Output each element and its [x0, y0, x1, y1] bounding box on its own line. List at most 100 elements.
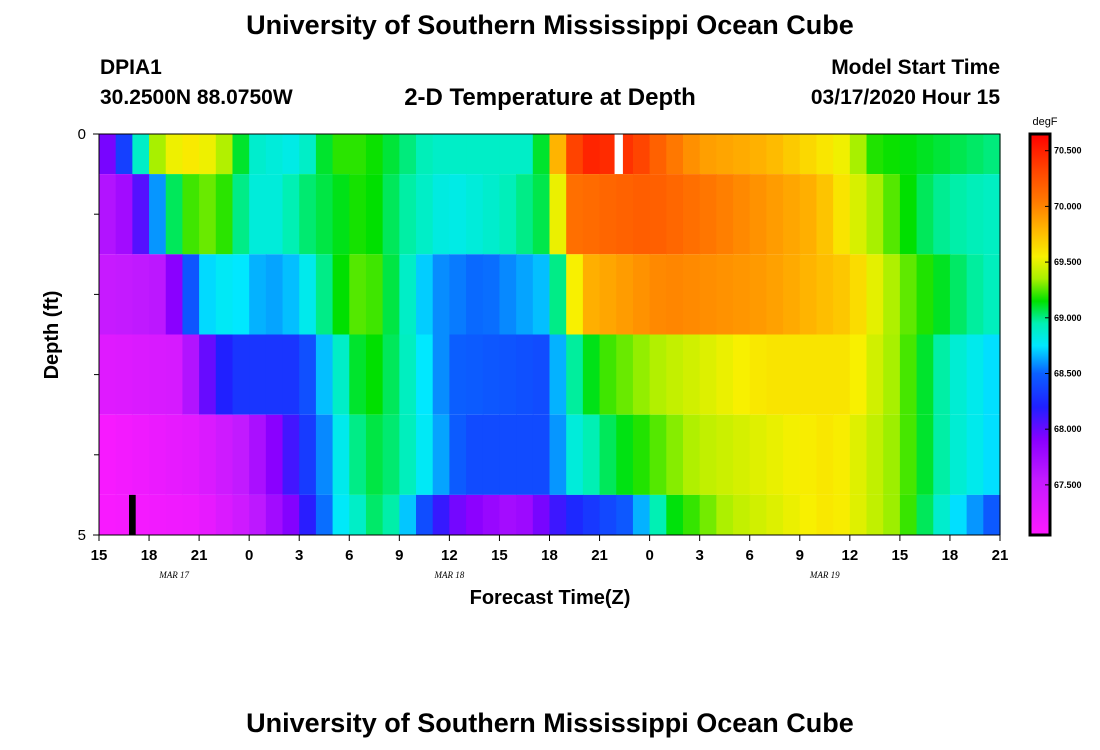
heatmap-cell	[666, 334, 684, 415]
heatmap-cell	[199, 254, 217, 335]
heatmap-cell	[299, 414, 317, 495]
missing-data-cell	[129, 494, 136, 535]
heatmap-cell	[449, 334, 467, 415]
heatmap-cell	[933, 414, 951, 495]
station-coordinates: 30.2500N 88.0750W	[100, 86, 293, 109]
x-tick-label: 12	[441, 547, 458, 564]
y-axis-title: Depth (ft)	[41, 291, 63, 380]
heatmap-cell	[666, 134, 684, 175]
heatmap-cell	[466, 414, 484, 495]
x-tick-label: 6	[746, 547, 754, 564]
heatmap-cell	[115, 494, 133, 535]
heatmap-cell	[682, 174, 701, 255]
heatmap-cell	[265, 254, 284, 335]
chart-title: 2-D Temperature at Depth	[404, 84, 696, 111]
heatmap-cell	[632, 174, 651, 255]
heatmap-cell	[566, 334, 584, 415]
heatmap-cell	[733, 254, 751, 335]
heatmap-cell	[315, 174, 334, 255]
colorbar-tick-label: 67.500	[1054, 480, 1082, 490]
heatmap-cell	[382, 334, 400, 415]
heatmap-cell	[282, 254, 300, 335]
heatmap-cell	[399, 174, 417, 255]
heatmap-cell	[416, 334, 434, 415]
heatmap-cell	[682, 494, 701, 535]
heatmap-cell	[833, 254, 851, 335]
heatmap-cell	[399, 134, 417, 175]
heatmap-cell	[649, 334, 667, 415]
heatmap-cell	[549, 494, 567, 535]
heatmap-cell	[916, 174, 934, 255]
heatmap-cell	[232, 494, 250, 535]
x-tick-label: 6	[345, 547, 353, 564]
heatmap-cell	[215, 494, 234, 535]
heatmap-cell	[816, 134, 834, 175]
heatmap-cell	[966, 174, 984, 255]
heatmap-cell	[916, 494, 934, 535]
heatmap-cell	[799, 414, 818, 495]
heatmap-cell	[899, 334, 918, 415]
heatmap-cell	[699, 134, 717, 175]
date-label: MAR 17	[158, 570, 189, 580]
heatmap-cell	[566, 134, 584, 175]
heatmap-cell	[232, 174, 250, 255]
heatmap-cell	[165, 334, 184, 415]
heatmap-cell	[916, 414, 934, 495]
colorbar-tick-label: 70.500	[1054, 146, 1082, 156]
heatmap-cell	[616, 174, 634, 255]
heatmap-cell	[232, 414, 250, 495]
heatmap-cell	[983, 494, 1001, 535]
heatmap-cell	[499, 494, 517, 535]
heatmap-cell	[132, 134, 150, 175]
heatmap-cell	[666, 254, 684, 335]
heatmap-cell	[849, 174, 868, 255]
heatmap-cell	[499, 254, 517, 335]
heatmap-cell	[849, 334, 868, 415]
heatmap-cell	[783, 254, 801, 335]
colorbar	[1028, 132, 1052, 537]
heatmap-cell	[866, 134, 884, 175]
heatmap-cell	[849, 494, 868, 535]
heatmap-cell	[349, 174, 367, 255]
heatmap-cell	[315, 414, 334, 495]
heatmap-cell	[733, 494, 751, 535]
heatmap-cell	[99, 134, 117, 175]
heatmap-cell	[99, 414, 117, 495]
heatmap-cell	[149, 254, 167, 335]
x-tick-label: 9	[395, 547, 403, 564]
heatmap-cell	[532, 334, 551, 415]
heatmap-cell	[165, 494, 184, 535]
heatmap-cell	[416, 254, 434, 335]
heatmap-cell	[182, 254, 200, 335]
heatmap-cell	[649, 254, 667, 335]
heatmap-cell	[616, 334, 634, 415]
heatmap-cell	[482, 254, 501, 335]
heatmap-cell	[966, 134, 984, 175]
heatmap-cell	[883, 174, 901, 255]
heatmap-cell	[182, 134, 200, 175]
heatmap-cell	[382, 254, 400, 335]
heatmap-cell	[149, 334, 167, 415]
heatmap-cell	[733, 134, 751, 175]
heatmap-cell	[566, 414, 584, 495]
heatmap-cell	[416, 494, 434, 535]
heatmap-cell	[833, 174, 851, 255]
heatmap-cell	[866, 414, 884, 495]
heatmap-cell	[432, 254, 450, 335]
heatmap-cell	[482, 494, 501, 535]
heatmap-cell	[599, 414, 617, 495]
heatmap-cell	[416, 134, 434, 175]
heatmap-cell	[299, 254, 317, 335]
heatmap-cell	[265, 334, 284, 415]
x-tick-label: 18	[141, 547, 158, 564]
heatmap-cell	[699, 174, 717, 255]
heatmap-cell	[883, 334, 901, 415]
heatmap-cell	[249, 254, 267, 335]
heatmap-cell	[365, 134, 384, 175]
heatmap-cell	[466, 254, 484, 335]
heatmap-cell	[232, 334, 250, 415]
heatmap-cell	[532, 134, 551, 175]
heatmap-cell	[666, 414, 684, 495]
x-tick-label: 0	[645, 547, 653, 564]
